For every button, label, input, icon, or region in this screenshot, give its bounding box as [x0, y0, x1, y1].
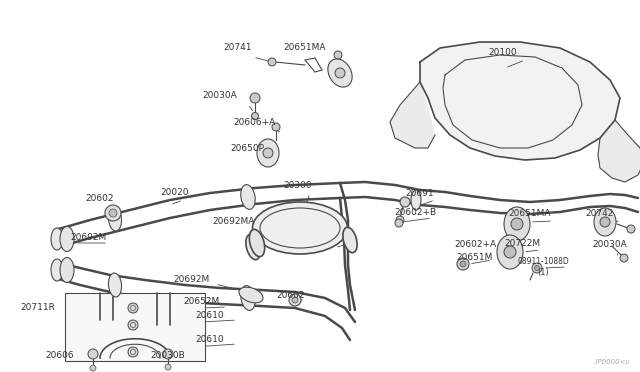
- Ellipse shape: [328, 59, 352, 87]
- Text: 20030A: 20030A: [203, 90, 237, 99]
- Circle shape: [511, 218, 523, 230]
- Ellipse shape: [241, 286, 255, 310]
- Circle shape: [250, 93, 260, 103]
- Text: 20742: 20742: [586, 208, 614, 218]
- Ellipse shape: [497, 235, 523, 269]
- Text: 20722M: 20722M: [504, 238, 540, 247]
- Text: 20100: 20100: [489, 48, 517, 57]
- Circle shape: [131, 350, 136, 355]
- Circle shape: [396, 216, 404, 224]
- Polygon shape: [390, 82, 435, 148]
- Text: 08911-1088D: 08911-1088D: [517, 257, 569, 266]
- Circle shape: [128, 347, 138, 357]
- Text: 20602+A: 20602+A: [454, 240, 496, 248]
- Text: 20692MA: 20692MA: [213, 217, 255, 225]
- Text: 20691: 20691: [406, 189, 435, 198]
- Circle shape: [335, 68, 345, 78]
- Text: 20030A: 20030A: [593, 240, 627, 248]
- Circle shape: [627, 225, 635, 233]
- Text: .IP0000<v: .IP0000<v: [593, 359, 630, 365]
- Ellipse shape: [504, 207, 530, 241]
- Circle shape: [128, 303, 138, 313]
- Ellipse shape: [51, 228, 63, 250]
- Text: 20692M: 20692M: [70, 232, 106, 241]
- Text: 20692M: 20692M: [173, 276, 209, 285]
- Ellipse shape: [253, 202, 348, 254]
- Ellipse shape: [594, 208, 616, 236]
- Circle shape: [252, 112, 259, 119]
- Text: 20602: 20602: [86, 193, 115, 202]
- Ellipse shape: [60, 227, 74, 251]
- Text: 20606: 20606: [45, 350, 74, 359]
- Circle shape: [263, 148, 273, 158]
- Circle shape: [504, 246, 516, 258]
- Text: 20602+B: 20602+B: [394, 208, 436, 217]
- Circle shape: [400, 197, 410, 207]
- Circle shape: [620, 254, 628, 262]
- Text: 20741: 20741: [224, 42, 252, 51]
- Ellipse shape: [239, 287, 263, 303]
- Circle shape: [165, 364, 171, 370]
- Text: 20602: 20602: [276, 291, 305, 299]
- Bar: [65, 293, 205, 361]
- Text: 20651MA: 20651MA: [284, 42, 326, 51]
- Circle shape: [289, 294, 301, 306]
- Circle shape: [532, 263, 542, 273]
- Ellipse shape: [246, 234, 260, 260]
- Circle shape: [131, 323, 136, 327]
- Circle shape: [163, 349, 173, 359]
- Text: 20610: 20610: [196, 336, 224, 344]
- Ellipse shape: [257, 139, 279, 167]
- Text: (1): (1): [537, 269, 549, 278]
- Ellipse shape: [250, 230, 265, 257]
- Ellipse shape: [108, 207, 122, 231]
- Circle shape: [600, 217, 610, 227]
- Ellipse shape: [411, 190, 421, 210]
- Circle shape: [292, 297, 298, 303]
- Text: 20711R: 20711R: [20, 304, 56, 312]
- Circle shape: [268, 58, 276, 66]
- Polygon shape: [598, 120, 640, 182]
- Text: 20651MA: 20651MA: [509, 208, 551, 218]
- Circle shape: [105, 205, 121, 221]
- Text: 20610: 20610: [196, 311, 224, 321]
- Text: 20300: 20300: [284, 180, 312, 189]
- Text: 20650P: 20650P: [230, 144, 264, 153]
- Circle shape: [272, 123, 280, 131]
- Text: 20020: 20020: [161, 187, 189, 196]
- Ellipse shape: [108, 273, 122, 297]
- Text: 20606+A: 20606+A: [233, 118, 275, 126]
- Ellipse shape: [51, 259, 63, 281]
- Text: 20651M: 20651M: [457, 253, 493, 262]
- Circle shape: [457, 258, 469, 270]
- Polygon shape: [420, 42, 620, 160]
- Circle shape: [109, 209, 117, 217]
- Circle shape: [395, 219, 403, 227]
- Circle shape: [534, 266, 540, 270]
- Ellipse shape: [60, 257, 74, 282]
- Circle shape: [128, 320, 138, 330]
- Circle shape: [90, 365, 96, 371]
- Circle shape: [460, 261, 466, 267]
- Ellipse shape: [241, 185, 255, 209]
- Circle shape: [88, 349, 98, 359]
- Ellipse shape: [343, 227, 357, 253]
- Circle shape: [131, 305, 136, 311]
- Text: 20030B: 20030B: [150, 350, 186, 359]
- Text: 20652M: 20652M: [183, 298, 219, 307]
- Circle shape: [334, 51, 342, 59]
